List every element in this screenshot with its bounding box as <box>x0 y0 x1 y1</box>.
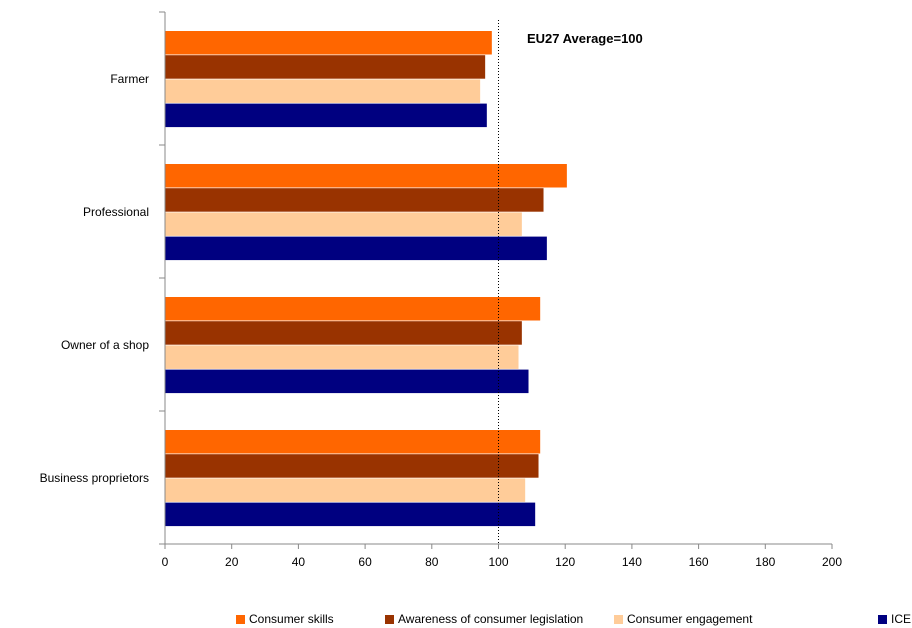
bar-business-proprietors-awareness-of-consumer-legislation <box>165 454 539 478</box>
chart: EU27 Average=100 Farmer Professional Owner… <box>40 11 842 569</box>
x-tick-label: 0 <box>162 555 169 569</box>
bar-farmer-awareness-of-consumer-legislation <box>165 55 486 79</box>
legend-label: Consumer engagement <box>627 612 753 626</box>
legend-label: Consumer skills <box>249 612 334 626</box>
bar-owner-of-a-shop-ice <box>165 369 529 394</box>
legend-swatch <box>878 614 887 624</box>
x-tick-label: 80 <box>425 555 439 569</box>
category-label: Business proprietors <box>40 471 149 485</box>
bar-professional-ice <box>165 236 547 261</box>
axes: Farmer Professional Owner of a shop Busines… <box>40 11 842 569</box>
x-tick-label: 140 <box>622 555 642 569</box>
legend-swatch <box>614 614 623 624</box>
bar-professional-consumer-engagement <box>165 212 522 236</box>
bar-business-proprietors-consumer-engagement <box>165 478 526 502</box>
legend-item: Awareness of consumer legislation <box>385 612 583 626</box>
legend-swatch <box>385 614 394 624</box>
bar-farmer-ice <box>165 103 487 128</box>
x-tick-label: 120 <box>555 555 575 569</box>
plot-area <box>165 31 567 527</box>
bar-farmer-consumer-engagement <box>165 79 481 103</box>
bar-professional-consumer-skills <box>165 164 567 188</box>
category-label: Owner of a shop <box>61 338 149 352</box>
bar-business-proprietors-consumer-skills <box>165 430 541 454</box>
x-tick-label: 40 <box>292 555 306 569</box>
bar-professional-awareness-of-consumer-legislation <box>165 188 544 212</box>
x-tick-label: 160 <box>689 555 709 569</box>
category-label: Professional <box>83 205 149 219</box>
legend: Consumer skills Awareness of consumer leg… <box>0 612 912 628</box>
legend-label: Awareness of consumer legislation <box>398 612 584 626</box>
bar-business-proprietors-ice <box>165 502 536 527</box>
bar-owner-of-a-shop-consumer-skills <box>165 297 541 321</box>
annotation-eu27-average: EU27 Average=100 <box>527 31 643 46</box>
x-tick-label: 20 <box>225 555 239 569</box>
bar-owner-of-a-shop-awareness-of-consumer-legislation <box>165 321 522 345</box>
legend-item: Consumer skills <box>236 612 334 626</box>
bar-farmer-consumer-skills <box>165 31 492 55</box>
x-tick-label: 200 <box>822 555 842 569</box>
category-label: Farmer <box>110 72 149 86</box>
bar-owner-of-a-shop-consumer-engagement <box>165 345 519 369</box>
legend-item: ICE <box>878 612 911 626</box>
x-tick-label: 100 <box>488 555 508 569</box>
legend-item: Consumer engagement <box>614 612 752 626</box>
legend-swatch <box>236 614 245 624</box>
legend-label: ICE <box>891 612 912 626</box>
x-tick-label: 180 <box>755 555 775 569</box>
x-tick-label: 60 <box>358 555 372 569</box>
